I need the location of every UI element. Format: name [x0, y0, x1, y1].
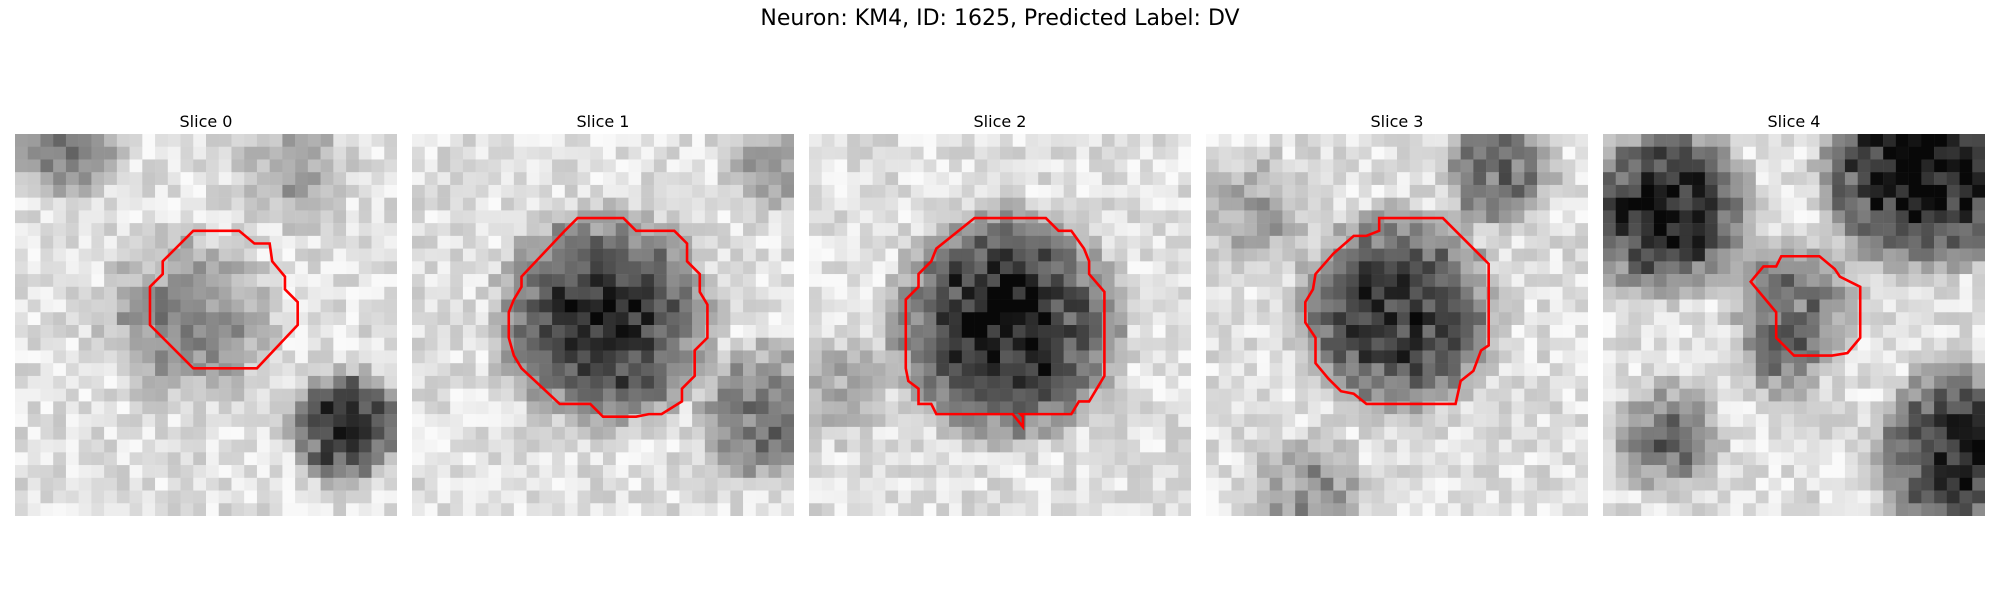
slice-title: Slice 4 [1603, 110, 1985, 134]
slice-panel-4: Slice 4 [1603, 110, 1985, 516]
slice-panel-1: Slice 1 [412, 110, 794, 516]
slice-image [412, 134, 794, 516]
slice-title: Slice 0 [15, 110, 397, 134]
slice-title: Slice 2 [809, 110, 1191, 134]
microscopy-pixels [1603, 134, 1985, 516]
microscopy-pixels [412, 134, 794, 516]
slice-image [15, 134, 397, 516]
slice-title: Slice 1 [412, 110, 794, 134]
slice-image [809, 134, 1191, 516]
microscopy-pixels [1206, 134, 1588, 516]
slice-image [1603, 134, 1985, 516]
slice-panel-2: Slice 2 [809, 110, 1191, 516]
slice-panel-0: Slice 0 [15, 110, 397, 516]
microscopy-pixels [15, 134, 397, 516]
microscopy-pixels [809, 134, 1191, 516]
figure-title: Neuron: KM4, ID: 1625, Predicted Label: … [0, 6, 2000, 31]
slice-image [1206, 134, 1588, 516]
slice-panel-3: Slice 3 [1206, 110, 1588, 516]
slice-title: Slice 3 [1206, 110, 1588, 134]
